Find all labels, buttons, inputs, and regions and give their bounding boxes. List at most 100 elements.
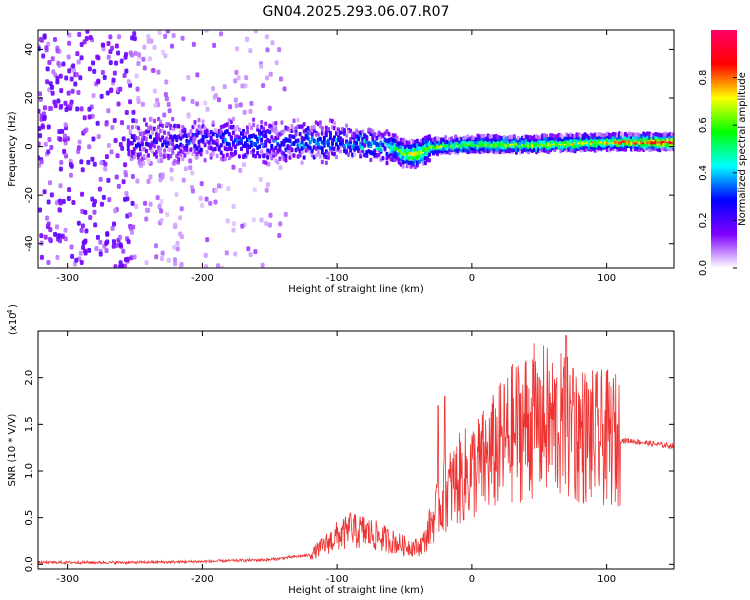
snr-scale-label: (x10 [8, 312, 19, 335]
spectrogram-cell [101, 46, 106, 52]
spectrogram-cell [136, 52, 141, 58]
spectrogram-cell [144, 260, 149, 266]
spectrogram-cell [204, 264, 209, 268]
spectrogram-cell [300, 139, 304, 145]
spectrogram-cell [316, 132, 320, 137]
spectrogram-cell [45, 215, 50, 221]
spectrogram-cell [233, 97, 238, 103]
spectrogram-cell [242, 109, 247, 115]
spectrogram-cell [92, 68, 97, 74]
spectrogram-cell [78, 250, 83, 256]
spectrogram-y-tick-label: -20 [24, 187, 35, 203]
spectrogram-cell [164, 79, 169, 85]
spectrogram-cell [239, 146, 243, 152]
spectrogram-cell [218, 31, 223, 37]
spectrogram-cell [136, 136, 140, 141]
spectrogram-cell [200, 202, 205, 208]
spectrogram-cell [339, 149, 343, 154]
spectrogram-cell [71, 68, 76, 74]
spectrogram-cell [324, 160, 328, 166]
spectrogram-cell [234, 69, 239, 75]
spectrogram-cell [47, 180, 52, 186]
spectrogram-y-label: Frequency (Hz) [7, 111, 18, 187]
spectrogram-cell [282, 142, 286, 147]
spectrogram-cell [178, 215, 183, 221]
spectrogram-cell [190, 188, 195, 194]
spectrogram-cell [123, 162, 128, 168]
spectrogram-cell [306, 136, 310, 141]
spectrogram-cell [121, 179, 126, 185]
spectrogram-cell [55, 48, 60, 54]
spectrogram-cell [270, 40, 275, 46]
spectrogram-cell [318, 120, 322, 125]
spectrogram-cell [159, 198, 164, 204]
spectrogram-cell [229, 146, 233, 151]
spectrogram-cell [132, 254, 137, 260]
spectrogram-cell [181, 96, 186, 102]
spectrogram-cell [159, 208, 164, 214]
spectrogram-cell [157, 30, 162, 36]
spectrogram-cell [70, 253, 75, 259]
spectrogram-cell [98, 239, 103, 245]
spectrogram-cell [95, 120, 100, 126]
spectrogram-cell [264, 34, 269, 40]
spectrogram-cell [77, 256, 82, 262]
spectrogram-cell [203, 142, 207, 148]
spectrogram-cell [270, 135, 274, 140]
spectrogram-cell [117, 34, 122, 40]
spectrogram-cell [78, 75, 83, 81]
spectrogram-cell [58, 200, 63, 206]
spectrogram-cell [167, 147, 172, 153]
spectrogram-cell [56, 98, 61, 104]
spectrogram-cell [119, 58, 124, 64]
spectrogram-cell [63, 236, 68, 242]
spectrogram-cell [365, 136, 369, 141]
spectrogram-cell [253, 30, 258, 34]
spectrogram-cell [209, 135, 213, 140]
spectrogram-cell [128, 128, 132, 134]
spectrogram-cell [199, 147, 203, 153]
spectrogram-cell [159, 218, 164, 224]
spectrogram-cell [246, 129, 250, 135]
spectrogram-cell [54, 200, 59, 206]
spectrogram-cell [253, 249, 258, 255]
spectrogram-cell [94, 245, 99, 251]
spectrogram-cell [217, 97, 222, 103]
spectrogram-cell [38, 46, 41, 52]
spectrogram-cell [300, 149, 304, 155]
spectrogram-y-tick-label: -40 [24, 236, 35, 252]
spectrogram-cell [198, 195, 203, 201]
spectrogram-cell [161, 123, 165, 128]
spectrogram-cell [277, 232, 282, 238]
spectrogram-cell [71, 199, 76, 205]
spectrogram-cell [169, 167, 174, 173]
snr-y-tick-label: 1.5 [24, 416, 35, 432]
snr-x-tick-label: 100 [597, 574, 616, 585]
spectrogram-cell [249, 100, 254, 106]
snr-panel: -300 -200 -100 0 100 0.0 0.5 1.0 1.5 2.0 Height … [6, 304, 675, 596]
spectrogram-cell [42, 33, 47, 39]
spectrogram-cell [231, 116, 235, 122]
spectrogram-cell [38, 126, 42, 132]
spectrogram-cell [188, 158, 193, 164]
spectrogram-cell [375, 135, 379, 141]
spectrogram-cell [108, 34, 113, 40]
spectrogram-cell [284, 153, 288, 159]
spectrogram-cell [227, 142, 231, 147]
spectrogram-cell [219, 150, 223, 155]
spectrogram-cell [103, 161, 108, 167]
spectrogram-cell [229, 135, 233, 140]
spectrogram-cell [132, 31, 137, 37]
spectrogram-cell [160, 250, 165, 256]
spectrogram-cell [154, 254, 159, 260]
spectrogram-cell [231, 227, 236, 233]
spectrogram-cell [83, 238, 88, 244]
spectrogram-cell [121, 136, 126, 142]
spectrogram-cell [91, 60, 96, 66]
spectrogram-cell [58, 166, 63, 172]
spectrogram-cell [106, 54, 111, 60]
spectrogram-cell [53, 37, 58, 43]
spectrogram-cell [216, 263, 221, 268]
spectrogram-cell [58, 73, 63, 79]
